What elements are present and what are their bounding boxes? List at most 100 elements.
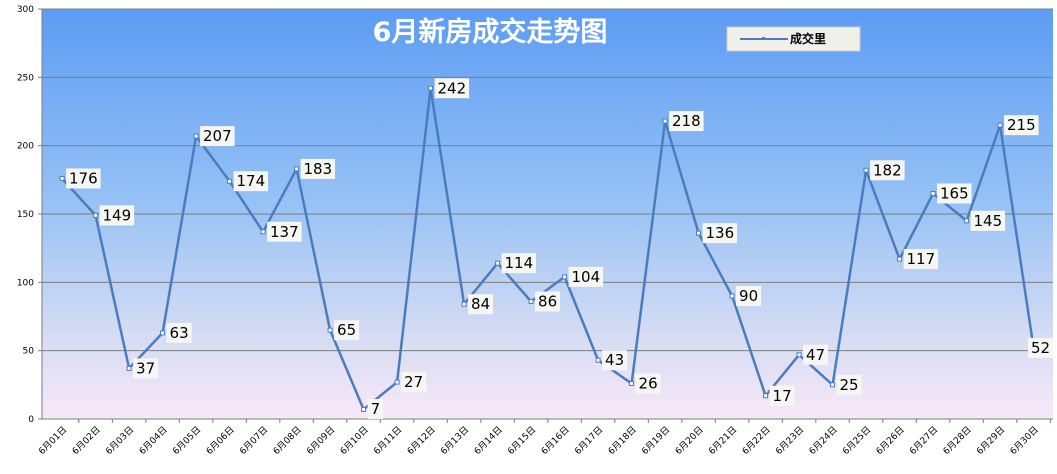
data-label-bg [535, 291, 561, 312]
x-tick-label: 6月22日 [740, 424, 773, 457]
x-tick-label: 6月15日 [506, 424, 539, 457]
x-tick-label: 6月11日 [372, 424, 405, 457]
data-label-bg [233, 171, 269, 192]
x-tick-label: 6月23日 [774, 424, 807, 457]
data-label-bg [401, 372, 427, 393]
x-tick-label: 6月17日 [573, 424, 606, 457]
data-label-bg [434, 78, 470, 99]
data-label-bg [836, 374, 862, 395]
data-point [361, 406, 367, 412]
data-label-text: 242 [438, 79, 467, 97]
data-point [662, 118, 668, 124]
data-label: 25 [836, 374, 862, 395]
x-tick-label: 6月09日 [305, 424, 338, 457]
data-label-bg [99, 205, 135, 226]
y-tick-label: 200 [17, 142, 34, 152]
data-label-bg [1004, 115, 1039, 136]
data-point [930, 191, 936, 196]
data-label-text: 145 [974, 212, 1003, 230]
x-tick-label: 6月21日 [707, 424, 740, 457]
data-label: 84 [468, 294, 494, 315]
chart-title: 6月新房成交走势图 [373, 16, 608, 48]
x-tick-label: 6月16日 [539, 424, 572, 457]
data-label-bg [970, 210, 1006, 231]
data-label: 27 [401, 372, 427, 393]
data-label-text: 114 [505, 254, 534, 272]
y-tick-label: 300 [17, 5, 34, 15]
data-label-text: 104 [572, 268, 601, 286]
data-point [528, 298, 534, 304]
data-label: 43 [602, 350, 628, 371]
data-point [863, 167, 869, 173]
data-label-text: 65 [337, 321, 356, 339]
data-label-text: 207 [203, 127, 232, 145]
data-point [126, 365, 132, 371]
data-label-bg [300, 158, 336, 179]
data-label: 165 [937, 183, 972, 204]
data-label-text: 117 [907, 250, 936, 268]
data-label-bg [200, 126, 235, 147]
data-label-bg [669, 111, 704, 132]
y-tick-label: 250 [17, 73, 34, 83]
data-label-text: 17 [773, 387, 792, 405]
data-label-text: 63 [170, 324, 189, 342]
data-point [428, 85, 434, 91]
data-label-text: 218 [672, 112, 701, 130]
data-label-bg [736, 286, 762, 306]
y-tick-label: 0 [28, 415, 34, 425]
data-point [260, 229, 266, 235]
x-tick-label: 6月20日 [673, 424, 706, 457]
data-label-bg [903, 249, 939, 270]
data-label-text: 37 [136, 359, 155, 377]
data-point [696, 230, 702, 236]
data-label: 63 [166, 322, 192, 343]
data-label-bg [602, 350, 628, 371]
x-tick-label: 6月07日 [238, 424, 271, 457]
data-label-bg [1028, 337, 1053, 358]
data-label: 86 [535, 291, 561, 312]
data-label-bg [870, 160, 905, 181]
data-label: 242 [434, 78, 470, 99]
x-tick-label: 6月04日 [137, 424, 170, 457]
data-label: 215 [1004, 115, 1039, 136]
data-label-bg [166, 322, 192, 343]
data-point [59, 175, 65, 181]
data-label: 149 [99, 205, 135, 226]
data-point [997, 122, 1003, 128]
series-line-path [61, 87, 1035, 411]
data-label-bg [367, 399, 384, 419]
data-label-bg [635, 373, 661, 394]
data-label-text: 47 [806, 346, 825, 364]
x-tick-label: 6月13日 [439, 424, 472, 457]
data-label-text: 215 [1007, 116, 1036, 134]
data-label-bg [803, 344, 829, 365]
data-label-text: 136 [706, 224, 735, 242]
data-label-text: 176 [69, 169, 98, 187]
data-label: 218 [669, 111, 704, 132]
data-label-text: 7 [371, 400, 381, 418]
x-tick-label: 6月24日 [807, 424, 840, 457]
data-point [595, 357, 601, 363]
data-label: 47 [803, 344, 829, 365]
y-tick-label: 50 [23, 347, 35, 357]
data-label: 52 [1028, 337, 1053, 358]
data-label-text: 26 [639, 374, 658, 392]
data-label-text: 137 [270, 223, 299, 241]
data-point [830, 382, 836, 388]
data-point [796, 352, 802, 358]
data-point [193, 133, 199, 139]
x-tick-label: 6月12日 [405, 424, 438, 457]
data-label: 117 [903, 249, 939, 270]
data-label-bg [501, 253, 537, 274]
data-label-bg [334, 320, 360, 341]
data-label-text: 174 [237, 172, 266, 190]
data-label: 7 [367, 399, 384, 419]
data-label-bg [702, 223, 738, 244]
data-label: 137 [267, 221, 302, 242]
data-point [160, 330, 166, 336]
x-tick-label: 6月27日 [908, 424, 941, 457]
data-point [964, 218, 970, 224]
x-tick-label: 6月28日 [941, 424, 974, 457]
data-point [327, 327, 333, 333]
data-label-bg [133, 358, 159, 379]
